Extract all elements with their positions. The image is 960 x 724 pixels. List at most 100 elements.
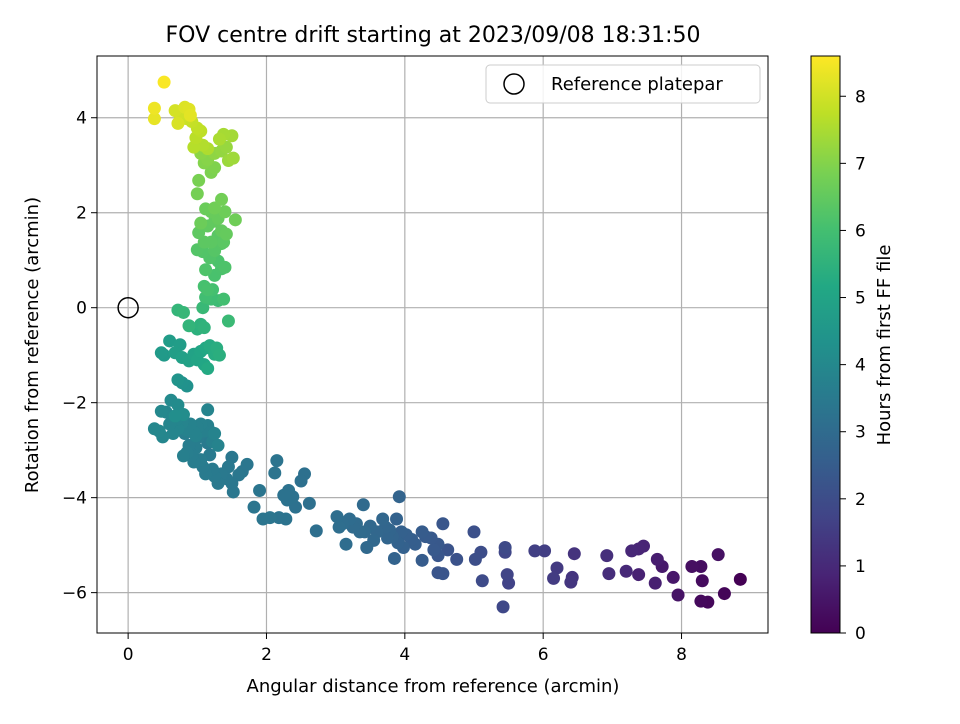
reference-platepar-marker [117, 296, 139, 319]
y-tick-label: −2 [62, 394, 87, 414]
data-point [467, 525, 481, 539]
colorbar-tick-label: 2 [855, 490, 866, 510]
data-point [733, 572, 747, 586]
y-tick-label: −4 [62, 489, 87, 509]
data-point [496, 600, 510, 614]
colorbar-tick-label: 5 [855, 289, 866, 309]
y-tick-label: 2 [76, 204, 87, 224]
data-point [376, 512, 390, 526]
colorbar-tick-label: 7 [855, 154, 866, 174]
data-point [147, 422, 161, 436]
data-point [528, 544, 542, 558]
data-point [619, 564, 633, 578]
data-point [666, 570, 680, 584]
data-point [625, 544, 639, 558]
data-point [392, 490, 406, 504]
legend-box [485, 64, 761, 104]
x-tick-label: 4 [399, 645, 410, 665]
colorbar-tick-label: 1 [855, 557, 866, 577]
legend-marker-reference [503, 73, 525, 95]
data-point [228, 213, 242, 227]
data-point [157, 75, 171, 89]
data-point [602, 567, 616, 581]
data-point [498, 541, 512, 555]
x-axis-ticks: 0 2 4 6 8 [123, 633, 687, 665]
data-point [694, 594, 708, 608]
colorbar-tick-label: 0 [855, 624, 866, 644]
data-point [538, 544, 552, 558]
data-point [226, 151, 240, 165]
data-point [381, 531, 395, 545]
data-point [168, 409, 182, 423]
data-point [415, 525, 429, 539]
data-point [219, 227, 233, 241]
colorbar-tick-label: 4 [855, 356, 866, 376]
data-point [431, 566, 445, 580]
legend-label-reference: Reference platepar [551, 74, 723, 95]
legend: Reference platepar [485, 64, 761, 104]
y-axis-label: Rotation from reference (arcmin) [22, 197, 43, 493]
colorbar-ticks: 0 1 2 3 4 5 6 7 8 [840, 87, 866, 644]
data-point [390, 512, 404, 526]
data-point [332, 520, 346, 534]
data-point [632, 568, 646, 582]
data-point [717, 587, 731, 601]
data-point [427, 543, 441, 557]
data-point [356, 498, 370, 512]
data-point [211, 438, 225, 452]
x-tick-label: 2 [261, 645, 272, 665]
reference-marker-layer [117, 296, 139, 319]
data-point [475, 574, 489, 588]
data-point [163, 334, 177, 348]
data-point [294, 474, 308, 488]
data-point [360, 541, 374, 555]
data-point [247, 500, 261, 514]
data-point [272, 511, 286, 525]
data-point [182, 319, 196, 333]
data-point [650, 552, 664, 566]
data-point [183, 108, 197, 122]
y-tick-label: 4 [76, 109, 87, 129]
data-point [201, 283, 215, 297]
x-tick-label: 0 [123, 645, 134, 665]
data-point [212, 132, 226, 146]
data-point [154, 346, 168, 360]
data-point [547, 571, 561, 585]
grid-lines [97, 56, 768, 633]
data-point [550, 561, 564, 575]
data-point [270, 454, 284, 468]
data-point [208, 427, 222, 441]
data-point [147, 112, 161, 126]
data-point [302, 496, 316, 510]
data-point [201, 403, 215, 417]
data-point [190, 187, 204, 201]
data-point [171, 116, 185, 130]
data-point [648, 576, 662, 590]
data-point [176, 305, 190, 319]
data-point [387, 551, 401, 565]
data-point [147, 101, 161, 115]
data-point [564, 575, 578, 589]
data-point [215, 192, 229, 206]
data-point [500, 568, 514, 582]
data-point [171, 398, 185, 412]
data-point [277, 488, 291, 502]
data-point [194, 216, 208, 230]
data-point [671, 588, 685, 602]
data-point [685, 560, 699, 574]
data-point [253, 484, 267, 498]
x-tick-label: 6 [538, 645, 549, 665]
colorbar-tick-label: 6 [855, 221, 866, 241]
colorbar-tick-label: 8 [855, 87, 866, 107]
x-tick-label: 8 [676, 645, 687, 665]
data-point [450, 552, 464, 566]
data-point [600, 549, 614, 563]
y-axis-ticks: −6 −4 −2 0 2 4 [62, 109, 97, 604]
data-point [415, 553, 429, 567]
x-axis-label: Angular distance from reference (arcmin) [247, 676, 620, 697]
y-tick-label: 0 [76, 299, 87, 319]
data-point [176, 449, 190, 463]
data-point [196, 301, 210, 315]
data-point [339, 537, 353, 551]
